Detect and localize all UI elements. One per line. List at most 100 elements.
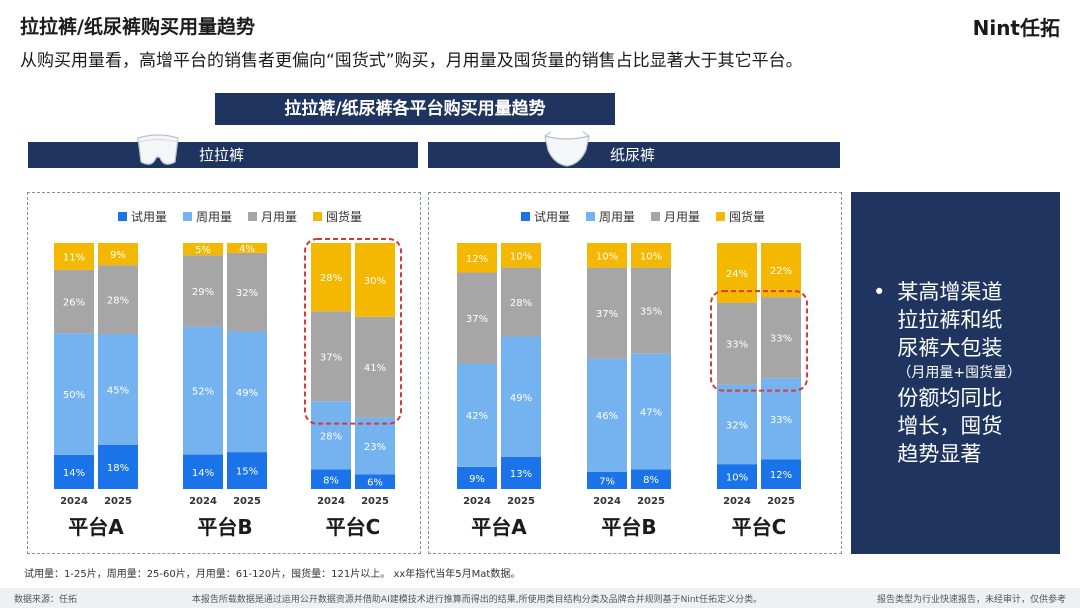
year-tick-label: 2024 xyxy=(593,496,621,507)
month-segment xyxy=(311,311,351,402)
panel-header-right: 纸尿裤 xyxy=(428,142,840,168)
stacked-bar-chart-right: 9% 42% 37% 12% 2024 13% 49% 28% 10% 2025 平台A 7% 46% 3… xyxy=(457,243,808,539)
data-label: 26% xyxy=(63,297,85,308)
year-tick-label: 2024 xyxy=(723,496,751,507)
data-label: 15% xyxy=(236,467,258,478)
data-label: 6% xyxy=(367,478,383,489)
data-label: 7% xyxy=(599,476,615,487)
section-title-bar: 拉拉裤/纸尿裤各平台购买用量趋势 xyxy=(215,93,615,125)
trial-segment xyxy=(98,444,138,489)
week-segment xyxy=(355,417,395,475)
week-segment xyxy=(54,333,94,455)
trial-segment xyxy=(501,457,541,489)
stock-segment xyxy=(54,243,94,270)
platform-label: 平台A xyxy=(471,515,527,539)
data-label: 9% xyxy=(469,474,485,485)
trial-segment xyxy=(311,469,351,489)
month-segment xyxy=(227,252,267,332)
legend-right: 试用量 周用量 月用量 囤货量 xyxy=(521,208,765,225)
data-label: 10% xyxy=(596,251,618,262)
legend-swatch xyxy=(313,212,323,221)
panel-title-right: 纸尿裤 xyxy=(610,146,656,164)
data-label: 32% xyxy=(726,420,748,431)
week-segment xyxy=(227,331,267,453)
data-label: 23% xyxy=(364,442,386,453)
footer-disclaimer: 本报告所载数据是通过运用公开数据资源并借助AI建模技术进行推算而得出的结果,所使… xyxy=(191,594,763,605)
data-label: 49% xyxy=(510,393,532,404)
week-segment xyxy=(587,358,627,472)
footer-report-type: 报告类型为行业快速报告，未经审计，仅供参考 xyxy=(876,594,1066,605)
legend-left: 试用量 周用量 月用量 囤货量 xyxy=(118,208,362,225)
highlight-box xyxy=(710,290,808,392)
platform-label: 平台B xyxy=(197,515,252,539)
week-segment xyxy=(98,334,138,445)
trial-segment xyxy=(54,454,94,489)
pull-up-pants-icon xyxy=(137,134,179,165)
year-tick-label: 2025 xyxy=(233,496,261,507)
data-label: 28% xyxy=(107,296,129,307)
data-label: 29% xyxy=(192,287,214,298)
legend-item: 试用量 xyxy=(118,208,167,225)
month-segment xyxy=(54,269,94,334)
legend-swatch xyxy=(183,212,193,221)
legend-item: 月用量 xyxy=(651,208,700,225)
trial-segment xyxy=(631,469,671,489)
chart-box-left: 试用量 周用量 月用量 囤货量 14% 50% 26% 11% 2024 18% 45% 28… xyxy=(27,192,421,554)
legend-item: 周用量 xyxy=(586,208,635,225)
trial-segment xyxy=(587,471,627,489)
footer-source: 数据来源：任拓 xyxy=(14,594,78,605)
data-label: 14% xyxy=(192,468,214,479)
stock-segment xyxy=(183,243,223,256)
legend-item: 囤货量 xyxy=(313,208,362,225)
legend-swatch xyxy=(586,212,596,221)
legend-item: 囤货量 xyxy=(716,208,765,225)
data-label: 10% xyxy=(726,473,748,484)
data-label: 14% xyxy=(63,468,85,479)
legend-item: 周用量 xyxy=(183,208,232,225)
week-segment xyxy=(311,401,351,470)
month-segment xyxy=(501,267,541,337)
trial-segment xyxy=(355,474,395,489)
week-segment xyxy=(501,336,541,458)
data-label: 11% xyxy=(63,252,85,263)
data-label: 45% xyxy=(107,385,129,396)
data-label: 35% xyxy=(640,307,662,318)
week-segment xyxy=(457,363,497,467)
data-label: 12% xyxy=(770,470,792,481)
year-tick-label: 2025 xyxy=(637,496,665,507)
highlight-box xyxy=(304,238,402,425)
week-segment xyxy=(631,353,671,470)
stock-segment xyxy=(457,243,497,273)
data-label: 33% xyxy=(726,340,748,351)
data-label: 33% xyxy=(770,334,792,345)
stock-segment xyxy=(717,243,757,303)
week-segment xyxy=(717,384,757,465)
data-label: 41% xyxy=(364,363,386,374)
insight-panel: • 某高增渠道 拉拉裤和纸 尿裤大包装 （月用量+囤货量） 份额均同比 增长，囤… xyxy=(851,192,1060,554)
year-tick-label: 2024 xyxy=(60,496,88,507)
stock-segment xyxy=(587,243,627,268)
trial-segment xyxy=(717,464,757,489)
year-tick-label: 2024 xyxy=(463,496,491,507)
stock-segment xyxy=(501,243,541,268)
legend-swatch xyxy=(248,212,258,221)
page-subtitle: 从购买用量看，高增平台的销售者更偏向“囤货式”购买，月用量及囤货量的销售占比显著… xyxy=(20,51,803,71)
footnote: 试用量：1-25片，周用量：25-60片，月用量：61-120片，囤货量：121… xyxy=(24,569,521,580)
diaper-icon xyxy=(544,131,590,167)
insight-text: 某高增渠道 拉拉裤和纸 尿裤大包装 （月用量+囤货量） 份额均同比 增长，囤货 … xyxy=(897,280,1022,466)
data-label: 37% xyxy=(466,314,488,325)
platform-label: 平台A xyxy=(68,515,124,539)
data-label: 50% xyxy=(63,390,85,401)
stacked-bar-chart-left: 14% 50% 26% 11% 2024 18% 45% 28% 9% 2025 平台A 14% 52%… xyxy=(54,238,402,539)
platform-label: 平台C xyxy=(732,515,787,539)
data-label: 30% xyxy=(364,276,386,287)
page-footer: 数据来源：任拓 本报告所载数据是通过运用公开数据资源并借助AI建模技术进行推算而… xyxy=(0,588,1080,608)
trial-segment xyxy=(227,452,267,489)
stock-segment xyxy=(311,243,351,312)
trial-segment xyxy=(457,466,497,489)
month-segment xyxy=(631,267,671,354)
data-label: 13% xyxy=(510,469,532,480)
year-tick-label: 2025 xyxy=(361,496,389,507)
data-label: 47% xyxy=(640,408,662,419)
page-title: 拉拉裤/纸尿裤购买用量趋势 xyxy=(20,16,255,38)
